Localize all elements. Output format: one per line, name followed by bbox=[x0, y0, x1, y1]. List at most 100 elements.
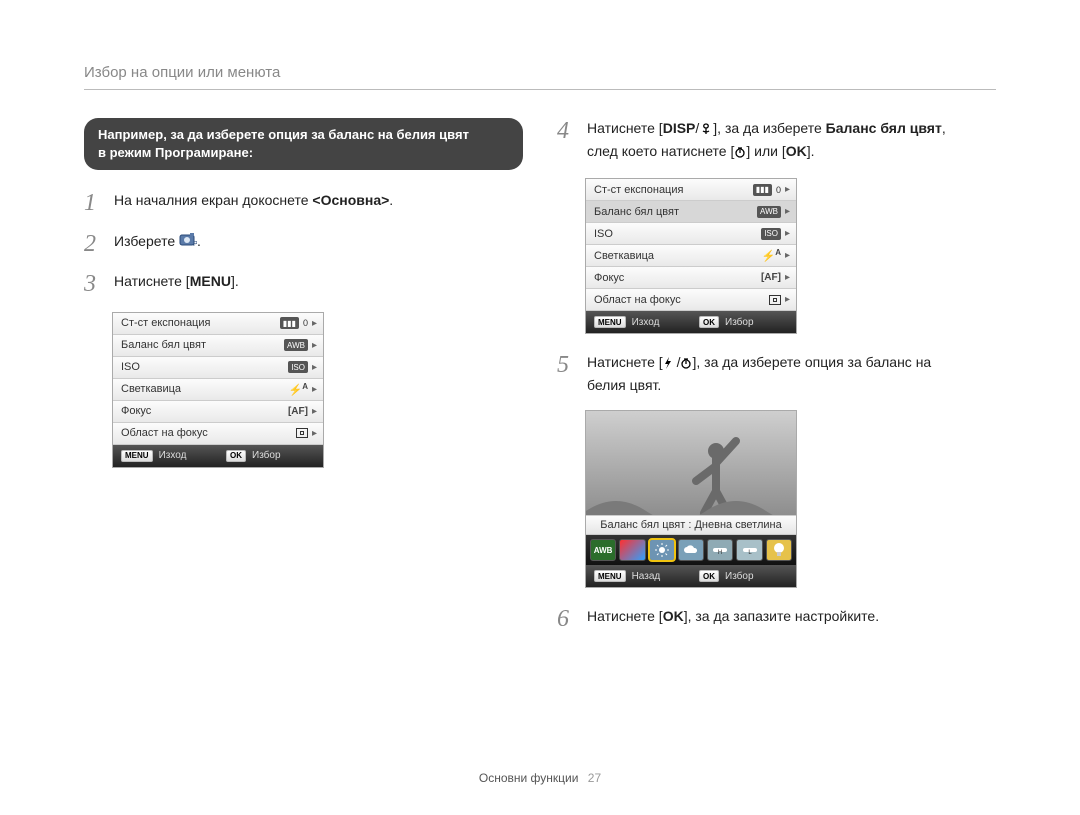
menu-chip: MENU bbox=[594, 570, 626, 582]
chevron-right-icon: ▸ bbox=[785, 228, 790, 239]
chevron-right-icon: ▸ bbox=[785, 206, 790, 217]
macro-icon bbox=[699, 120, 713, 141]
step-1: 1 На началния екран докоснете <Основна>. bbox=[84, 190, 523, 216]
step-4: 4 Натиснете [DISP/], за да изберете Бала… bbox=[557, 118, 996, 164]
menu-footer-left: MENU Изход bbox=[113, 445, 218, 467]
wb-option[interactable] bbox=[766, 539, 792, 561]
chevron-right-icon: ▸ bbox=[312, 340, 317, 351]
menu-row[interactable]: Област на фокус ▸ bbox=[113, 423, 323, 445]
menu-row-value: ▮▮▮ 0 ▸ bbox=[753, 184, 790, 196]
step-2-body: Изберете P . bbox=[114, 231, 523, 254]
menu-row-value: ▸ bbox=[296, 428, 317, 439]
chevron-right-icon: ▸ bbox=[785, 272, 790, 283]
menu-chip: MENU bbox=[121, 450, 153, 462]
step-number: 4 bbox=[557, 118, 575, 144]
menu-row[interactable]: Фокус[AF] ▸ bbox=[586, 267, 796, 289]
page-header: Избор на опции или менюта bbox=[84, 64, 996, 90]
menu-row[interactable]: Област на фокус ▸ bbox=[586, 289, 796, 311]
chevron-right-icon: ▸ bbox=[312, 362, 317, 373]
menu-row-label: Област на фокус bbox=[594, 294, 681, 306]
menu-row-label: Светкавица bbox=[121, 383, 181, 395]
step-1-bold: <Основна> bbox=[312, 192, 389, 208]
footer-section-label: Основни функции bbox=[479, 771, 579, 785]
white-balance-panel: Баланс бял цвят : Дневна светлина AWBHL … bbox=[585, 410, 797, 588]
wb-footer-left: MENU Назад bbox=[586, 565, 691, 587]
menu-exit-label: Изход bbox=[632, 317, 660, 328]
menu-row-value: AWB ▸ bbox=[284, 339, 317, 351]
s4-bold: Баланс бял цвят bbox=[826, 120, 942, 136]
menu-row[interactable]: Светкавица ⚡A ▸ bbox=[113, 379, 323, 401]
page-footer: Основни функции 27 bbox=[0, 771, 1080, 785]
ok-chip: OK bbox=[699, 316, 719, 328]
menu-row-value: ▮▮▮ 0 ▸ bbox=[280, 317, 317, 329]
step-1-body: На началния екран докоснете <Основна>. bbox=[114, 190, 523, 211]
menu-row-label: Баланс бял цвят bbox=[121, 339, 206, 351]
ok-chip: OK bbox=[226, 450, 246, 462]
left-column: Например, за да изберете опция за баланс… bbox=[84, 118, 523, 646]
example-callout: Например, за да изберете опция за баланс… bbox=[84, 118, 523, 170]
page-number: 27 bbox=[588, 771, 601, 785]
s4-c: , bbox=[942, 120, 946, 136]
s5-c: белия цвят. bbox=[587, 377, 661, 393]
menu-footer-left: MENUИзход bbox=[586, 311, 691, 333]
s4-b: ], за да изберете bbox=[713, 120, 825, 136]
menu-row[interactable]: Ст-ст експонация ▮▮▮ 0 ▸ bbox=[113, 313, 323, 335]
menu-row-label: Фокус bbox=[594, 272, 624, 284]
step-1-tail: . bbox=[389, 192, 393, 208]
svg-text:H: H bbox=[718, 550, 722, 555]
menu-row-label: Баланс бял цвят bbox=[594, 206, 679, 218]
camera-menu-panel: Ст-ст експонация ▮▮▮ 0 ▸ Баланс бял цвят AW… bbox=[112, 312, 324, 468]
s5-b: ], за да изберете опция за баланс на bbox=[692, 354, 931, 370]
menu-row-label: Област на фокус bbox=[121, 427, 208, 439]
step-3-tail: ]. bbox=[231, 273, 239, 289]
step-6-body: Натиснете [OK], за да запазите настройки… bbox=[587, 606, 996, 627]
menu-row-value: ⚡A ▸ bbox=[288, 382, 317, 397]
s5-slash: / bbox=[673, 354, 681, 370]
wb-option[interactable]: L bbox=[736, 539, 762, 561]
wb-back-label: Назад bbox=[632, 571, 661, 582]
camera-mode-icon: P bbox=[179, 232, 197, 254]
menu-row-label: Ст-ст експонация bbox=[594, 184, 683, 196]
wb-option[interactable]: AWB bbox=[590, 539, 616, 561]
menu-exit-label: Изход bbox=[159, 450, 187, 461]
menu-row-value: ISO ▸ bbox=[288, 361, 317, 373]
menu-row-label: Ст-ст експонация bbox=[121, 317, 210, 329]
wb-option[interactable] bbox=[619, 539, 645, 561]
callout-line1: Например, за да изберете опция за баланс… bbox=[98, 127, 469, 142]
menu-row[interactable]: Фокус[AF] ▸ bbox=[113, 401, 323, 423]
menu-row[interactable]: ISOISO ▸ bbox=[586, 223, 796, 245]
s4-f: ]. bbox=[807, 143, 815, 159]
wb-option[interactable] bbox=[649, 539, 675, 561]
menu-row-value: AWB ▸ bbox=[757, 206, 790, 218]
flash-icon bbox=[663, 354, 673, 375]
s4-a: Натиснете [ bbox=[587, 120, 663, 136]
s6-b: ], за да запазите настройките. bbox=[684, 608, 879, 624]
timer-icon bbox=[734, 143, 746, 164]
menu-row[interactable]: Светкавица⚡A ▸ bbox=[586, 245, 796, 267]
s5-a: Натиснете [ bbox=[587, 354, 663, 370]
wb-select-label: Избор bbox=[725, 571, 754, 582]
disp-button-label: DISP bbox=[663, 120, 696, 136]
content-columns: Например, за да изберете опция за баланс… bbox=[84, 118, 996, 646]
menu-row[interactable]: Баланс бял цвят AWB ▸ bbox=[586, 201, 796, 223]
menu-row-label: Светкавица bbox=[594, 250, 654, 262]
chevron-right-icon: ▸ bbox=[785, 184, 790, 195]
ok-chip: OK bbox=[699, 570, 719, 582]
s4-d: след което натиснете [ bbox=[587, 143, 734, 159]
camera-menu-panel-selected: Ст-ст експонация ▮▮▮ 0 ▸ Баланс бял цвят AW… bbox=[585, 178, 797, 334]
right-column: 4 Натиснете [DISP/], за да изберете Бала… bbox=[557, 118, 996, 646]
menu-row[interactable]: ISOISO ▸ bbox=[113, 357, 323, 379]
wb-option[interactable] bbox=[678, 539, 704, 561]
step-5-body: Натиснете [ / ], за да изберете опция за … bbox=[587, 352, 996, 396]
page-header-title: Избор на опции или менюта bbox=[84, 64, 280, 81]
step-3-body: Натиснете [MENU]. bbox=[114, 271, 523, 292]
chevron-right-icon: ▸ bbox=[785, 250, 790, 261]
wb-footer: MENU Назад OK Избор bbox=[586, 565, 796, 587]
callout-line2: в режим Програмиране: bbox=[98, 145, 253, 160]
wb-option[interactable]: H bbox=[707, 539, 733, 561]
menu-row[interactable]: Баланс бял цвят AWB ▸ bbox=[113, 335, 323, 357]
menu-row-value: ISO ▸ bbox=[761, 228, 790, 240]
step-3-text: Натиснете [ bbox=[114, 273, 190, 289]
menu-row[interactable]: Ст-ст експонация ▮▮▮ 0 ▸ bbox=[586, 179, 796, 201]
step-6: 6 Натиснете [OK], за да запазите настрой… bbox=[557, 606, 996, 632]
